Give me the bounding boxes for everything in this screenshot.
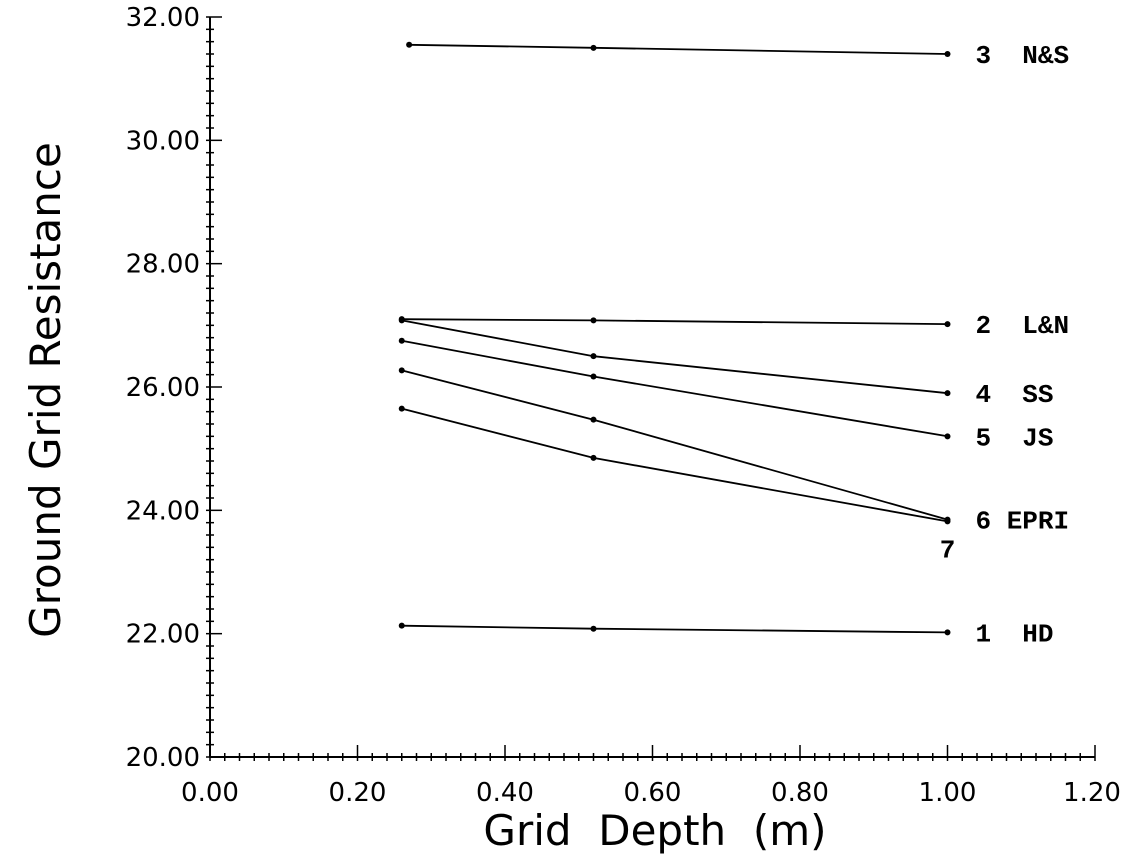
series: 3 N&S bbox=[406, 41, 1069, 71]
data-point bbox=[398, 317, 405, 324]
series-line bbox=[401, 407, 948, 523]
series-line bbox=[401, 369, 948, 521]
y-tick-label: 20.00 bbox=[126, 743, 200, 773]
series-group: 3 N&S 2 L&N 4 SS 5 JS 6 EPRI 7 1 HD bbox=[398, 41, 1070, 649]
series-label: 3 N&S bbox=[976, 41, 1070, 71]
series-line bbox=[401, 318, 948, 325]
x-axis-title: Grid Depth (m) bbox=[483, 806, 826, 855]
x-axis-tick-labels: 0.00 0.20 0.40 0.60 0.80 1.00 1.20 bbox=[181, 778, 1121, 808]
data-point bbox=[944, 518, 951, 525]
y-tick-label: 32.00 bbox=[126, 3, 200, 33]
y-tick-label: 24.00 bbox=[126, 496, 200, 526]
series: 5 JS bbox=[398, 337, 1054, 453]
x-tick-label: 1.00 bbox=[919, 778, 977, 808]
y-axis-title: Ground Grid Resistance bbox=[21, 142, 70, 638]
x-tick-label: 0.40 bbox=[476, 778, 534, 808]
series-label: 1 HD bbox=[976, 619, 1054, 649]
data-point bbox=[398, 405, 405, 412]
series: 4 SS bbox=[398, 317, 1054, 410]
x-tick-label: 0.80 bbox=[771, 778, 829, 808]
series: 2 L&N bbox=[398, 311, 1070, 341]
y-tick-label: 22.00 bbox=[126, 620, 200, 650]
data-point bbox=[398, 367, 405, 374]
data-point bbox=[590, 416, 597, 423]
data-point bbox=[944, 629, 951, 636]
x-axis-minor-ticks bbox=[209, 745, 1096, 761]
series-label: 5 JS bbox=[976, 423, 1054, 453]
data-point bbox=[398, 622, 405, 629]
data-point bbox=[590, 353, 597, 360]
y-axis-tick-labels: 20.00 22.00 24.00 26.00 28.00 30.00 32.00 bbox=[126, 3, 200, 773]
series-line bbox=[409, 43, 948, 55]
x-tick-label: 0.60 bbox=[624, 778, 682, 808]
series-label: 4 SS bbox=[976, 380, 1054, 410]
data-point bbox=[406, 41, 413, 48]
series-label: 2 L&N bbox=[976, 311, 1070, 341]
series: 6 EPRI bbox=[398, 367, 1070, 537]
series-label: 7 bbox=[940, 535, 956, 565]
data-point bbox=[944, 390, 951, 397]
series: 1 HD bbox=[398, 619, 1054, 649]
series: 7 bbox=[398, 405, 956, 565]
data-point bbox=[590, 44, 597, 51]
data-point bbox=[944, 51, 951, 57]
x-tick-label: 1.20 bbox=[1063, 778, 1121, 808]
data-point bbox=[590, 625, 597, 632]
x-tick-label: 0.20 bbox=[329, 778, 387, 808]
data-point bbox=[944, 321, 951, 328]
data-point bbox=[398, 337, 405, 344]
y-tick-label: 30.00 bbox=[126, 126, 200, 156]
y-tick-label: 28.00 bbox=[126, 250, 200, 280]
data-point bbox=[590, 317, 597, 324]
data-point bbox=[590, 373, 597, 380]
y-axis-minor-ticks bbox=[206, 16, 222, 758]
series-line bbox=[401, 339, 948, 438]
data-point bbox=[944, 433, 951, 440]
data-point bbox=[590, 454, 597, 461]
series-label: 6 EPRI bbox=[976, 507, 1070, 537]
series-line bbox=[401, 624, 948, 634]
x-tick-label: 0.00 bbox=[181, 778, 239, 808]
y-tick-label: 26.00 bbox=[126, 373, 200, 403]
